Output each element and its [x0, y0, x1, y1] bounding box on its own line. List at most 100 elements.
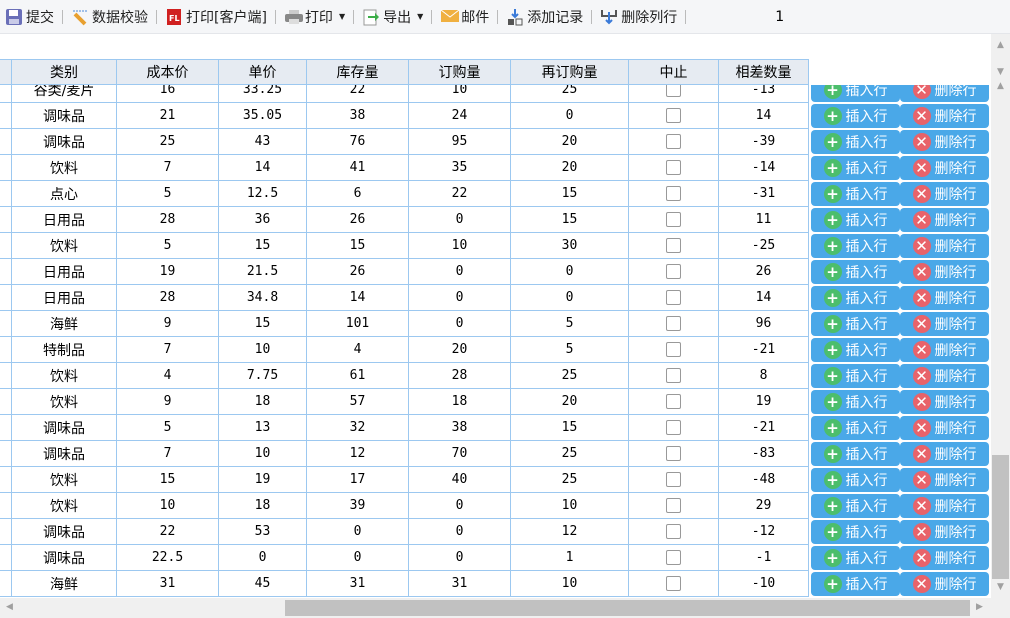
- table-cell[interactable]: 45: [219, 571, 307, 597]
- table-cell[interactable]: 8: [719, 363, 809, 389]
- column-header[interactable]: 相差数量: [719, 60, 809, 84]
- table-cell[interactable]: -21: [719, 337, 809, 363]
- table-cell[interactable]: 40: [409, 467, 511, 493]
- discontinued-checkbox[interactable]: [666, 368, 681, 383]
- table-cell[interactable]: 12: [511, 519, 629, 545]
- toolbar-button-2[interactable]: FL 打印[客户端]: [162, 5, 270, 29]
- table-cell[interactable]: 5: [511, 311, 629, 337]
- table-cell[interactable]: 7: [117, 441, 219, 467]
- table-cell[interactable]: 101: [307, 311, 409, 337]
- table-cell[interactable]: 7.75: [219, 363, 307, 389]
- insert-row-button[interactable]: + 插入行: [811, 572, 900, 596]
- discontinued-checkbox[interactable]: [666, 472, 681, 487]
- delete-row-button[interactable]: ✕ 删除行: [900, 390, 989, 414]
- table-cell[interactable]: 10: [219, 337, 307, 363]
- insert-row-button[interactable]: + 插入行: [811, 208, 900, 232]
- table-cell[interactable]: 饮料: [12, 155, 117, 181]
- table-cell[interactable]: 10: [511, 571, 629, 597]
- insert-row-button[interactable]: + 插入行: [811, 338, 900, 362]
- table-cell[interactable]: 5: [117, 415, 219, 441]
- discontinued-checkbox[interactable]: [666, 290, 681, 305]
- table-cell[interactable]: 20: [511, 129, 629, 155]
- table-cell[interactable]: 14: [719, 103, 809, 129]
- table-cell[interactable]: 18: [219, 389, 307, 415]
- delete-row-button[interactable]: ✕ 删除行: [900, 572, 989, 596]
- table-cell[interactable]: 22: [117, 519, 219, 545]
- delete-row-button[interactable]: ✕ 删除行: [900, 364, 989, 388]
- table-cell[interactable]: 39: [307, 493, 409, 519]
- insert-row-button[interactable]: + 插入行: [811, 130, 900, 154]
- column-header[interactable]: 再订购量: [511, 60, 629, 84]
- table-cell[interactable]: 0: [409, 519, 511, 545]
- insert-row-button[interactable]: + 插入行: [811, 312, 900, 336]
- scroll-up-icon[interactable]: ▲: [997, 81, 1004, 91]
- discontinued-checkbox[interactable]: [666, 342, 681, 357]
- table-cell[interactable]: 9: [117, 311, 219, 337]
- table-cell[interactable]: 5: [117, 181, 219, 207]
- discontinued-checkbox[interactable]: [666, 160, 681, 175]
- column-header[interactable]: 库存量: [307, 60, 409, 84]
- toolbar-button-6[interactable]: 添加记录: [503, 5, 586, 29]
- table-cell[interactable]: 35.05: [219, 103, 307, 129]
- delete-row-button[interactable]: ✕ 删除行: [900, 546, 989, 570]
- discontinued-checkbox[interactable]: [666, 446, 681, 461]
- insert-row-button[interactable]: + 插入行: [811, 520, 900, 544]
- table-cell[interactable]: 17: [307, 467, 409, 493]
- table-cell[interactable]: 76: [307, 129, 409, 155]
- table-cell[interactable]: -25: [719, 233, 809, 259]
- insert-row-button[interactable]: + 插入行: [811, 156, 900, 180]
- insert-row-button[interactable]: + 插入行: [811, 468, 900, 492]
- table-cell[interactable]: 0: [219, 545, 307, 571]
- insert-row-button[interactable]: + 插入行: [811, 494, 900, 518]
- table-cell[interactable]: 调味品: [12, 545, 117, 571]
- table-cell[interactable]: 32: [307, 415, 409, 441]
- insert-row-button[interactable]: + 插入行: [811, 85, 900, 102]
- table-cell[interactable]: 点心: [12, 181, 117, 207]
- table-cell[interactable]: 21.5: [219, 259, 307, 285]
- table-cell[interactable]: 海鲜: [12, 571, 117, 597]
- toolbar-button-5[interactable]: 邮件: [437, 5, 492, 29]
- table-cell[interactable]: 10: [511, 493, 629, 519]
- toolbar-button-1[interactable]: 数据校验: [68, 5, 151, 29]
- table-cell[interactable]: 0: [409, 545, 511, 571]
- table-cell[interactable]: 20: [511, 389, 629, 415]
- delete-row-button[interactable]: ✕ 删除行: [900, 442, 989, 466]
- table-cell[interactable]: 5: [117, 233, 219, 259]
- vertical-scrollbar[interactable]: ▲ ▼ ▲ ▼: [991, 34, 1010, 598]
- table-cell[interactable]: -31: [719, 181, 809, 207]
- table-cell[interactable]: 0: [511, 103, 629, 129]
- table-cell[interactable]: 70: [409, 441, 511, 467]
- caret-down-icon[interactable]: ▼: [338, 12, 346, 21]
- table-cell[interactable]: 0: [409, 207, 511, 233]
- discontinued-checkbox[interactable]: [666, 420, 681, 435]
- table-cell[interactable]: 10: [219, 441, 307, 467]
- toolbar-button-3[interactable]: 打印 ▼: [281, 5, 348, 29]
- table-cell[interactable]: 12.5: [219, 181, 307, 207]
- insert-row-button[interactable]: + 插入行: [811, 286, 900, 310]
- toolbar-button-4[interactable]: 导出 ▼: [359, 5, 426, 29]
- scroll-up-icon[interactable]: ▲: [997, 40, 1004, 50]
- delete-row-button[interactable]: ✕ 删除行: [900, 85, 989, 102]
- table-cell[interactable]: 7: [117, 337, 219, 363]
- table-cell[interactable]: 21: [117, 103, 219, 129]
- table-cell[interactable]: 15: [511, 207, 629, 233]
- table-cell[interactable]: 31: [409, 571, 511, 597]
- table-cell[interactable]: 35: [409, 155, 511, 181]
- delete-row-button[interactable]: ✕ 删除行: [900, 286, 989, 310]
- table-cell[interactable]: 22: [307, 85, 409, 103]
- table-cell[interactable]: 20: [511, 155, 629, 181]
- discontinued-checkbox[interactable]: [666, 498, 681, 513]
- discontinued-checkbox[interactable]: [666, 186, 681, 201]
- discontinued-checkbox[interactable]: [666, 108, 681, 123]
- table-cell[interactable]: 31: [307, 571, 409, 597]
- table-cell[interactable]: 96: [719, 311, 809, 337]
- table-cell[interactable]: 19: [117, 259, 219, 285]
- table-cell[interactable]: -83: [719, 441, 809, 467]
- table-cell[interactable]: 11: [719, 207, 809, 233]
- table-cell[interactable]: 7: [117, 155, 219, 181]
- table-cell[interactable]: 26: [307, 259, 409, 285]
- table-cell[interactable]: 25: [511, 85, 629, 103]
- table-cell[interactable]: -1: [719, 545, 809, 571]
- table-cell[interactable]: 31: [117, 571, 219, 597]
- discontinued-checkbox[interactable]: [666, 524, 681, 539]
